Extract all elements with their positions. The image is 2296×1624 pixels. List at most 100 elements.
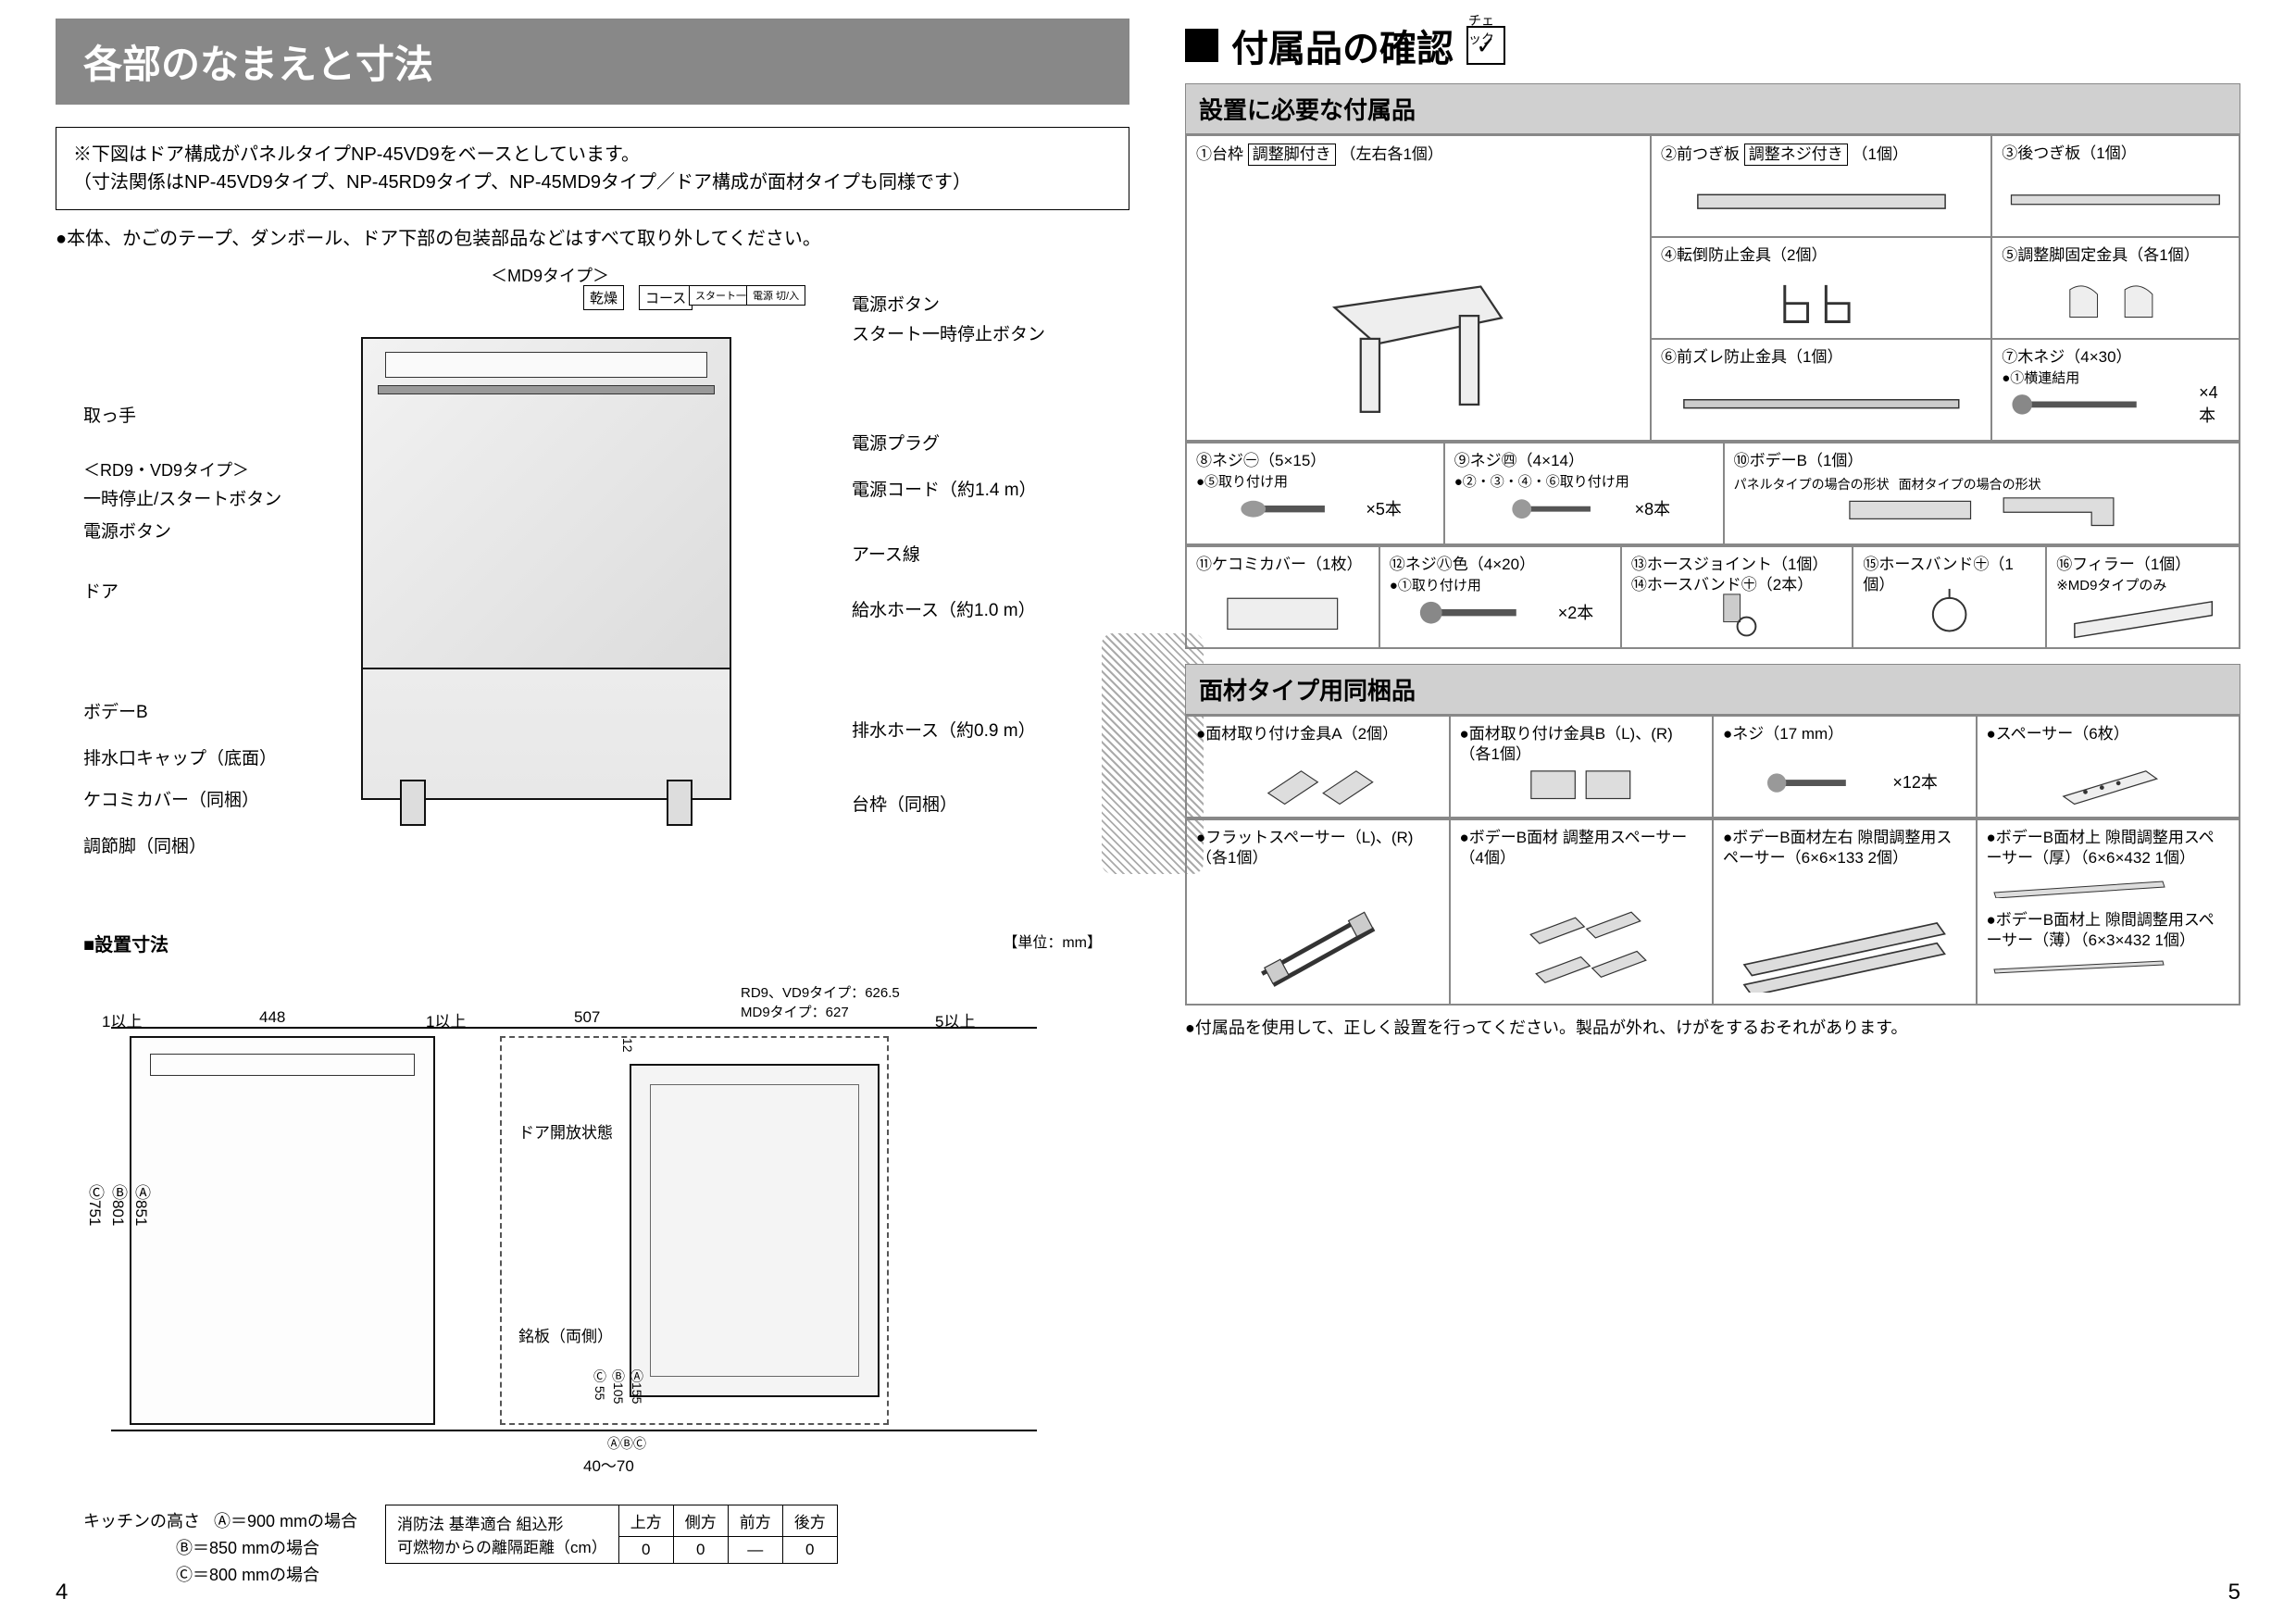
- cr-powerbtn: 電源ボタン: [852, 291, 940, 316]
- p12-illus: ×2本: [1388, 585, 1613, 640]
- zai-4: ●スペーサー（6枚）: [1977, 716, 2240, 818]
- z7-l: ●ボデーB面材左右 隙間調整用スペーサー（6×6×133 2個）: [1723, 828, 1966, 868]
- cl-handle: 取っ手: [83, 402, 136, 427]
- leg-left: [400, 780, 426, 826]
- rd9-tag: ＜RD9・VD9タイプ＞: [83, 457, 249, 481]
- z6-l: ●ボデーB面材 調整用スペーサー（4個）: [1460, 828, 1703, 868]
- cr-supply: 給水ホース（約1.0 m）: [852, 596, 1036, 621]
- fh0: 上方: [618, 1505, 673, 1537]
- p3-l: ③後つぎ板（1個）: [2002, 144, 2229, 164]
- accessories-title: 付属品の確認: [1231, 19, 1454, 72]
- p1-box: 調整脚付き: [1248, 144, 1336, 166]
- fh1: 側方: [673, 1505, 728, 1537]
- control-strip: [385, 352, 707, 378]
- part-11: ⑪ケコミカバー（1枚）: [1186, 546, 1379, 648]
- p2-l: ②前つぎ板: [1661, 145, 1740, 163]
- fv1: 0: [673, 1537, 728, 1564]
- fire-r1: 消防法 基準適合 組込形: [397, 1516, 563, 1533]
- p8-qty: ×5本: [1366, 496, 1402, 520]
- zai-1: ●面材取り付け金具A（2個）: [1186, 716, 1450, 818]
- cl-door: ドア: [83, 578, 119, 603]
- part-5: ⑤調整脚固定金具（各1個）: [1991, 237, 2240, 339]
- z1-illus: [1194, 755, 1441, 809]
- p13-illus: [1629, 585, 1845, 640]
- z1-l: ●面材取り付け金具A（2個）: [1196, 724, 1440, 744]
- p1-illus: [1194, 266, 1642, 432]
- unit-door: [363, 339, 730, 669]
- p6-l: ⑥前ズレ防止金具（1個）: [1661, 347, 1981, 368]
- p2-sub: （1個）: [1853, 145, 1908, 163]
- p10-illus: [1732, 481, 2231, 536]
- part-10: ⑩ボデーB（1個） パネルタイプの場合の形状 面材タイプの場合の形状: [1724, 443, 2240, 544]
- accessories-title-row: 付属品の確認 チェック ✓: [1185, 19, 2240, 72]
- p2-illus: [1659, 174, 1983, 229]
- dim-header: ■設置寸法: [83, 930, 168, 956]
- cr-frame: 台枠（同梱）: [852, 791, 957, 816]
- part-7: ⑦木ネジ（4×30） ●①横連結用 ×4本: [1991, 339, 2240, 441]
- zai-2: ●面材取り付け金具B（L)、(R)（各1個）: [1450, 716, 1714, 818]
- p9-l: ⑨ネジ㊃（4×14）: [1454, 451, 1714, 471]
- zai-6: ●ボデーB面材 調整用スペーサー（4個）: [1450, 819, 1714, 1005]
- front-view: [130, 1036, 435, 1425]
- part-3: ③後つぎ板（1個）: [1991, 135, 2240, 237]
- p2-box: 調整ネジ付き: [1744, 144, 1848, 166]
- parts-row-4: ⑪ケコミカバー（1枚） ⑫ネジ㊇色（4×20） ●①取り付け用 ×2本 ⑬ホース…: [1185, 545, 2240, 649]
- md9-tag: ＜MD9タイプ＞: [491, 263, 609, 287]
- check-box-icon: チェック ✓: [1466, 26, 1505, 65]
- fv2: ―: [728, 1537, 782, 1564]
- handle-bar: [378, 385, 715, 394]
- p4-l: ④転倒防止金具（2個）: [1661, 245, 1981, 266]
- part-4: ④転倒防止金具（2個）: [1651, 237, 1991, 339]
- part-13-14: ⑬ホースジョイント（1個） ⑭ホースバンド㊉（2本）: [1621, 546, 1853, 648]
- z4-illus: [1985, 755, 2232, 809]
- panel-btn-3: 電源 切/入: [746, 285, 805, 306]
- part-9: ⑨ネジ㊃（4×14） ●②・③・④・⑥取り付け用 ×8本: [1444, 443, 1724, 544]
- z5-illus: [1194, 895, 1441, 996]
- zai-3: ●ネジ（17 mm） ×12本: [1713, 716, 1977, 818]
- fh3: 後方: [782, 1505, 837, 1537]
- z3-qty: ×12本: [1892, 769, 1938, 793]
- p16-l: ⑯フィラー（1個）: [2056, 555, 2229, 575]
- fh2: 前方: [728, 1505, 782, 1537]
- kitchen-b: Ⓑ＝850 mmの場合: [176, 1539, 319, 1557]
- part-8: ⑧ネジ㊀（5×15） ●⑤取り付け用 ×5本: [1186, 443, 1444, 544]
- z7-illus: [1721, 895, 1968, 996]
- cr-plug: 電源プラグ: [852, 430, 940, 455]
- rear-view: [630, 1064, 880, 1397]
- dimension-drawing: 1以上 448 1以上 507 RD9、VD9タイプ：626.5 MD9タイプ：…: [56, 981, 1074, 1499]
- zai-5: ●フラットスペーサー（L)、(R)（各1個）: [1186, 819, 1450, 1005]
- z9-l: ●ボデーB面材上 隙間調整用スペーサー（薄）（6×3×432 1個）: [1987, 910, 2230, 951]
- part-6: ⑥前ズレ防止金具（1個）: [1651, 339, 1991, 441]
- p10-l: ⑩ボデーB（1個）: [1734, 451, 2229, 471]
- p5-l: ⑤調整脚固定金具（各1個）: [2002, 245, 2229, 266]
- p3-illus: [2000, 174, 2231, 229]
- zai-row-2: ●フラットスペーサー（L)、(R)（各1個） ●ボデーB面材 調整用スペーサー（…: [1185, 818, 2240, 1006]
- unit-diagram: ＜MD9タイプ＞ 乾燥 コース スタート一時停止 電源 切/入 ＜RD9・VD9…: [83, 263, 1102, 930]
- page-num-right: 5: [2228, 1580, 2240, 1605]
- p7-l: ⑦木ネジ（4×30）: [2002, 347, 2229, 368]
- fv0: 0: [618, 1537, 673, 1564]
- d-legh: Ⓐ155 Ⓑ105 Ⓒ 55: [591, 1369, 646, 1404]
- cl-drain: 排水口キャップ（底面）: [83, 744, 277, 769]
- unit-body: [361, 337, 731, 800]
- page-num-left: 4: [56, 1580, 68, 1605]
- p12-qty: ×2本: [1558, 600, 1594, 624]
- part-15: ⑮ホースバンド㊉（1個）: [1853, 546, 2046, 648]
- p15-illus: [1861, 585, 2038, 640]
- cr-cord: 電源コード（約1.4 m）: [852, 476, 1037, 501]
- panel-btn-0: 乾燥: [583, 285, 624, 310]
- d-dooropen: ドア開放状態: [518, 1119, 613, 1143]
- kitchen-a: Ⓐ＝900 mmの場合: [214, 1512, 357, 1530]
- d-depth: RD9、VD9タイプ：626.5 MD9タイプ：627: [741, 982, 900, 1021]
- p13-l: ⑬ホースジョイント（1個）: [1631, 555, 1843, 575]
- d-448: 448: [259, 1008, 285, 1027]
- black-square-icon: [1185, 29, 1218, 62]
- fire-r2: 可燃物からの離隔距離（cm）: [397, 1539, 607, 1556]
- check-label: チェック: [1468, 11, 1504, 48]
- cl-bodyb: ボデーB: [83, 698, 148, 723]
- model-note: ※下図はドア構成がパネルタイプNP-45VD9をベースとしています。 （寸法関係…: [56, 127, 1129, 210]
- z3-illus: ×12本: [1721, 755, 1968, 809]
- part-1: ①台枠 調整脚付き （左右各1個）: [1186, 135, 1651, 441]
- p12-l: ⑫ネジ㊇色（4×20）: [1390, 555, 1611, 575]
- cr-startbtn: スタート一時停止ボタン: [852, 320, 1045, 345]
